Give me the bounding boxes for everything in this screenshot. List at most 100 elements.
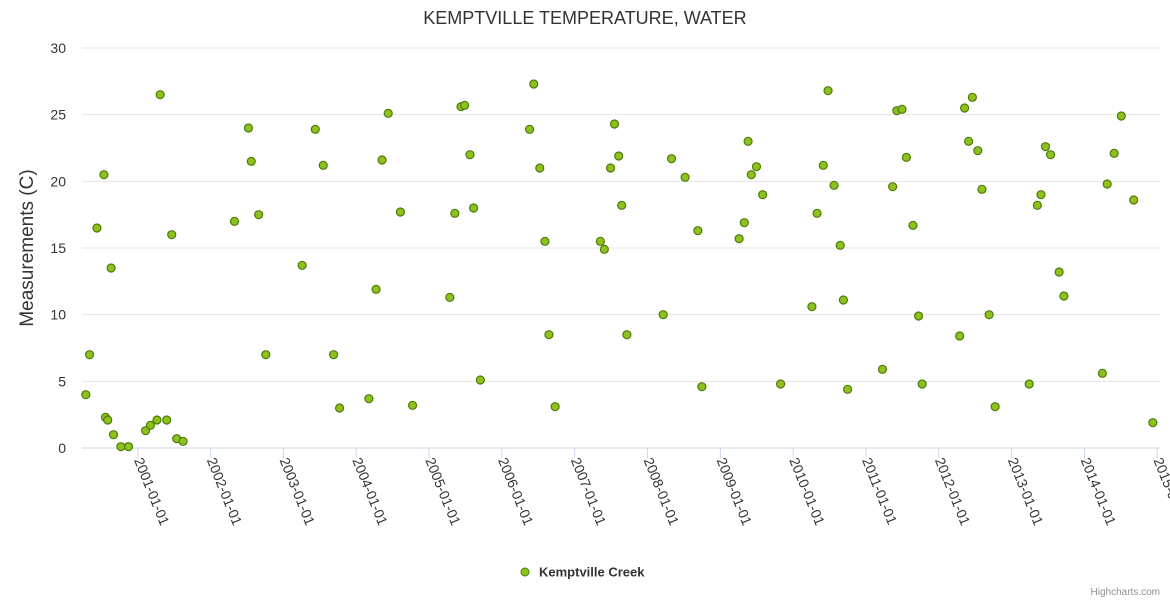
data-point[interactable] — [990, 402, 1000, 412]
data-point[interactable] — [897, 104, 907, 114]
data-point[interactable] — [595, 236, 605, 246]
data-point[interactable] — [743, 136, 753, 146]
data-point[interactable] — [775, 379, 786, 389]
data-point[interactable] — [475, 375, 485, 385]
data-point[interactable] — [540, 236, 550, 246]
data-point[interactable] — [243, 123, 254, 133]
data-point[interactable] — [913, 311, 924, 321]
data-point[interactable] — [1024, 379, 1034, 389]
data-point[interactable] — [310, 124, 320, 134]
legend-item-kemptville-creek[interactable]: Kemptville Creek — [539, 565, 645, 580]
data-point[interactable] — [178, 436, 188, 446]
data-point[interactable] — [544, 330, 554, 340]
data-point[interactable] — [1129, 195, 1139, 205]
data-point[interactable] — [666, 154, 677, 164]
data-point[interactable] — [1059, 291, 1069, 301]
data-point[interactable] — [364, 394, 374, 404]
data-point[interactable] — [751, 162, 762, 172]
data-point[interactable] — [108, 430, 119, 440]
data-point[interactable] — [599, 244, 609, 254]
data-point[interactable] — [807, 302, 817, 312]
data-point[interactable] — [1036, 190, 1046, 200]
data-point[interactable] — [812, 208, 822, 218]
data-point[interactable] — [888, 182, 898, 192]
data-point[interactable] — [658, 310, 668, 320]
credits-link[interactable]: Highcharts.com — [1091, 587, 1160, 598]
data-point[interactable] — [838, 295, 848, 305]
data-point[interactable] — [614, 151, 624, 161]
data-point[interactable] — [145, 420, 155, 430]
data-point[interactable] — [917, 379, 927, 389]
data-point[interactable] — [973, 146, 983, 156]
data-point[interactable] — [960, 103, 970, 113]
data-point[interactable] — [1102, 179, 1112, 189]
data-point[interactable] — [246, 156, 256, 166]
data-point[interactable] — [116, 442, 126, 452]
data-point[interactable] — [908, 220, 918, 230]
data-point[interactable] — [468, 203, 479, 213]
data-point[interactable] — [84, 350, 95, 360]
data-point[interactable] — [693, 226, 703, 236]
data-point[interactable] — [1040, 142, 1051, 152]
data-point[interactable] — [877, 364, 888, 374]
data-point[interactable] — [99, 170, 109, 180]
data-point[interactable] — [818, 160, 828, 170]
data-point[interactable] — [334, 403, 345, 413]
data-point[interactable] — [1054, 267, 1064, 277]
data-point[interactable] — [835, 240, 845, 250]
data-point[interactable] — [407, 400, 418, 410]
data-point[interactable] — [450, 208, 460, 218]
data-point[interactable] — [1045, 150, 1056, 160]
data-point[interactable] — [155, 90, 165, 100]
legend[interactable]: Kemptville Creek — [520, 565, 645, 580]
data-point[interactable] — [758, 190, 768, 200]
data-point[interactable] — [1097, 368, 1107, 378]
data-point[interactable] — [609, 119, 620, 129]
data-point[interactable] — [162, 415, 172, 425]
data-point[interactable] — [297, 260, 307, 270]
data-point[interactable] — [329, 350, 339, 360]
data-point[interactable] — [739, 218, 749, 228]
data-point[interactable] — [842, 384, 853, 394]
data-point[interactable] — [318, 160, 328, 170]
data-point[interactable] — [1148, 418, 1158, 428]
data-point[interactable] — [459, 100, 470, 110]
data-point[interactable] — [829, 180, 839, 190]
data-point[interactable] — [254, 210, 264, 220]
data-point[interactable] — [550, 402, 560, 412]
data-point[interactable] — [103, 415, 113, 425]
data-point[interactable] — [529, 79, 539, 89]
legend-marker-icon[interactable] — [520, 567, 530, 577]
data-point[interactable] — [605, 163, 616, 173]
data-point[interactable] — [955, 331, 965, 341]
data-point[interactable] — [977, 184, 987, 194]
data-point[interactable] — [734, 234, 744, 244]
data-point[interactable] — [371, 284, 381, 294]
data-point[interactable] — [617, 200, 627, 210]
data-point[interactable] — [1109, 148, 1119, 158]
data-point[interactable] — [1116, 111, 1126, 121]
data-point[interactable] — [465, 150, 475, 160]
data-point[interactable] — [445, 292, 455, 302]
data-point[interactable] — [746, 170, 756, 180]
data-point[interactable] — [383, 108, 393, 118]
data-point[interactable] — [261, 350, 271, 360]
data-point[interactable] — [984, 310, 994, 320]
data-point[interactable] — [622, 330, 632, 340]
series-kemptville-creek[interactable] — [81, 79, 1158, 452]
data-point[interactable] — [81, 390, 91, 400]
data-point[interactable] — [823, 86, 833, 96]
data-point[interactable] — [697, 382, 707, 392]
data-point[interactable] — [395, 207, 405, 217]
data-point[interactable] — [377, 155, 387, 165]
data-point[interactable] — [106, 263, 116, 273]
data-point[interactable] — [92, 223, 102, 233]
data-point[interactable] — [524, 124, 535, 134]
data-point[interactable] — [1032, 200, 1042, 210]
data-point[interactable] — [967, 92, 977, 102]
data-point[interactable] — [152, 415, 162, 425]
data-point[interactable] — [680, 172, 690, 182]
data-point[interactable] — [901, 152, 911, 162]
data-point[interactable] — [123, 442, 134, 452]
data-point[interactable] — [167, 230, 177, 240]
